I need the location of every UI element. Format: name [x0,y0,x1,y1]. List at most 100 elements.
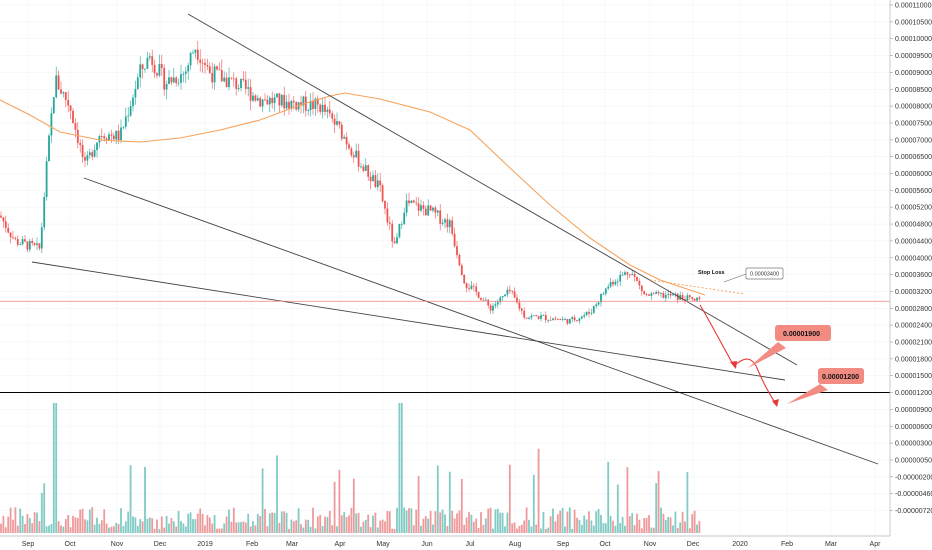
candle-body [391,223,394,242]
candle-body [424,208,427,216]
volume-bar [590,520,593,533]
volume-bar [667,516,670,533]
stop-loss-dotted [649,279,746,295]
price-tick-label: 0.00007000 [895,137,932,144]
volume-bar [696,524,698,533]
volume-bar [206,515,209,533]
candle-body [691,297,694,299]
volume-bar [297,508,300,533]
volume-bar [628,516,631,533]
volume-bar [566,511,569,533]
candle-body [631,273,634,275]
time-tick-label: Jun [421,541,432,548]
candle-body [168,77,170,84]
candle-body [528,317,530,319]
candle-body [480,297,482,300]
volume-bar [160,516,163,533]
volume-bar [506,512,509,533]
volume-bar [0,523,2,533]
volume-bar [379,520,382,533]
volume-bar [487,508,490,533]
candle-body [580,316,583,319]
candle-body [698,297,701,300]
candle-body [609,281,612,287]
volume-bar [38,521,41,533]
candle-body [674,293,677,295]
volume-bar [259,516,262,533]
volume-bar [542,512,545,533]
candle-body [0,215,2,218]
volume-bar [36,512,38,533]
volume-bar [256,513,259,533]
volume-bar [480,512,482,533]
volume-bar [220,528,223,533]
candle-body [364,165,367,171]
volume-bar [698,521,701,533]
volume-bar [33,512,36,533]
candle-body [321,104,324,112]
volume-bar [460,478,463,533]
volume-bar [547,527,550,533]
volume-bar [580,524,583,533]
volume-bar [602,522,605,533]
volume-bar [592,525,595,533]
candle-body [688,295,691,298]
candle-body [348,144,350,149]
candle-body [343,136,346,139]
candle-body [4,221,7,228]
candle-body [432,207,434,211]
candle-body [247,87,250,89]
price-tick-label: 0.00001200 [895,390,932,397]
stop-loss-label: Stop Loss [698,270,725,276]
volume-bar [412,525,415,533]
candle-body [132,97,134,107]
volume-bar [504,526,506,533]
volume-bar [643,518,646,533]
volume-bar [439,512,442,533]
volume-bar [211,523,214,533]
candle-body [350,148,353,156]
candle-body [504,294,506,297]
candle-body [669,293,672,296]
volume-bar [672,525,674,533]
volume-bar [79,509,82,533]
volume-bar [172,521,175,533]
price-tick-label: 0.00000050 [895,457,932,464]
candle-body [439,210,442,224]
candle-body [547,319,550,321]
candle-body [333,118,336,125]
candle-body [249,87,252,101]
volume-bar [98,523,101,533]
volume-bar [650,527,653,533]
candle-body [408,200,410,204]
target1-box [775,325,831,341]
candle-body [357,150,360,167]
candle-body [120,127,122,141]
candle-body [273,97,276,104]
candle-body [141,64,144,70]
volume-bar [424,516,427,533]
candle-body [518,302,521,309]
volume-bar [525,507,528,533]
candle-body [280,94,283,106]
volume-bar [182,523,185,533]
volume-bar [7,516,10,533]
volume-bar [338,469,341,533]
candle-body [544,315,547,321]
time-tick-label: 2020 [732,541,748,548]
volume-bar [633,525,636,533]
candle-body [16,239,19,245]
candle-body [124,116,127,127]
price-tick-label: 0.00005200 [895,205,932,212]
candle-body [2,217,5,222]
candle-body [108,134,110,141]
candle-body [626,272,629,275]
candle-body [290,100,293,109]
candle-body [482,299,485,301]
volume-bar [163,527,166,533]
target2-label: 0.00001200 [822,374,859,381]
candle-body [614,281,617,285]
volume-bar [278,522,281,533]
volume-bar [333,481,336,533]
volume-bar [242,521,245,533]
